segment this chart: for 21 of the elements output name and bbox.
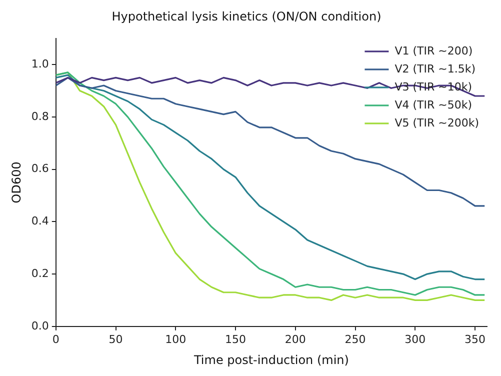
legend-label: V2 (TIR ~1.5k) bbox=[394, 62, 476, 76]
chart-title: Hypothetical lysis kinetics (ON/ON condition) bbox=[112, 9, 382, 24]
y-axis-title: OD600 bbox=[9, 162, 24, 204]
y-tick-label: 0.4 bbox=[31, 214, 49, 228]
y-tick-label: 0.8 bbox=[31, 110, 49, 123]
x-tick-label: 200 bbox=[284, 332, 306, 346]
x-tick-label: 0 bbox=[52, 332, 60, 346]
x-tick-label: 350 bbox=[464, 332, 486, 346]
x-tick-label: 150 bbox=[225, 332, 246, 346]
x-tick-label: 300 bbox=[404, 332, 426, 346]
x-tick-label: 250 bbox=[344, 332, 366, 346]
y-tick-label: 0.2 bbox=[31, 266, 49, 280]
x-tick-label: 50 bbox=[108, 332, 123, 346]
y-tick-label: 0.6 bbox=[31, 162, 49, 176]
y-tick-label: 1.0 bbox=[31, 57, 49, 70]
x-axis-title: Time post-induction (min) bbox=[192, 352, 349, 367]
legend-label: V4 (TIR ~50k) bbox=[394, 98, 472, 112]
y-tick-label: 0.0 bbox=[31, 319, 49, 332]
legend-label: V5 (TIR ~200k) bbox=[394, 116, 480, 130]
x-tick-label: 100 bbox=[165, 332, 186, 346]
legend-label: V1 (TIR ~200) bbox=[394, 44, 473, 58]
